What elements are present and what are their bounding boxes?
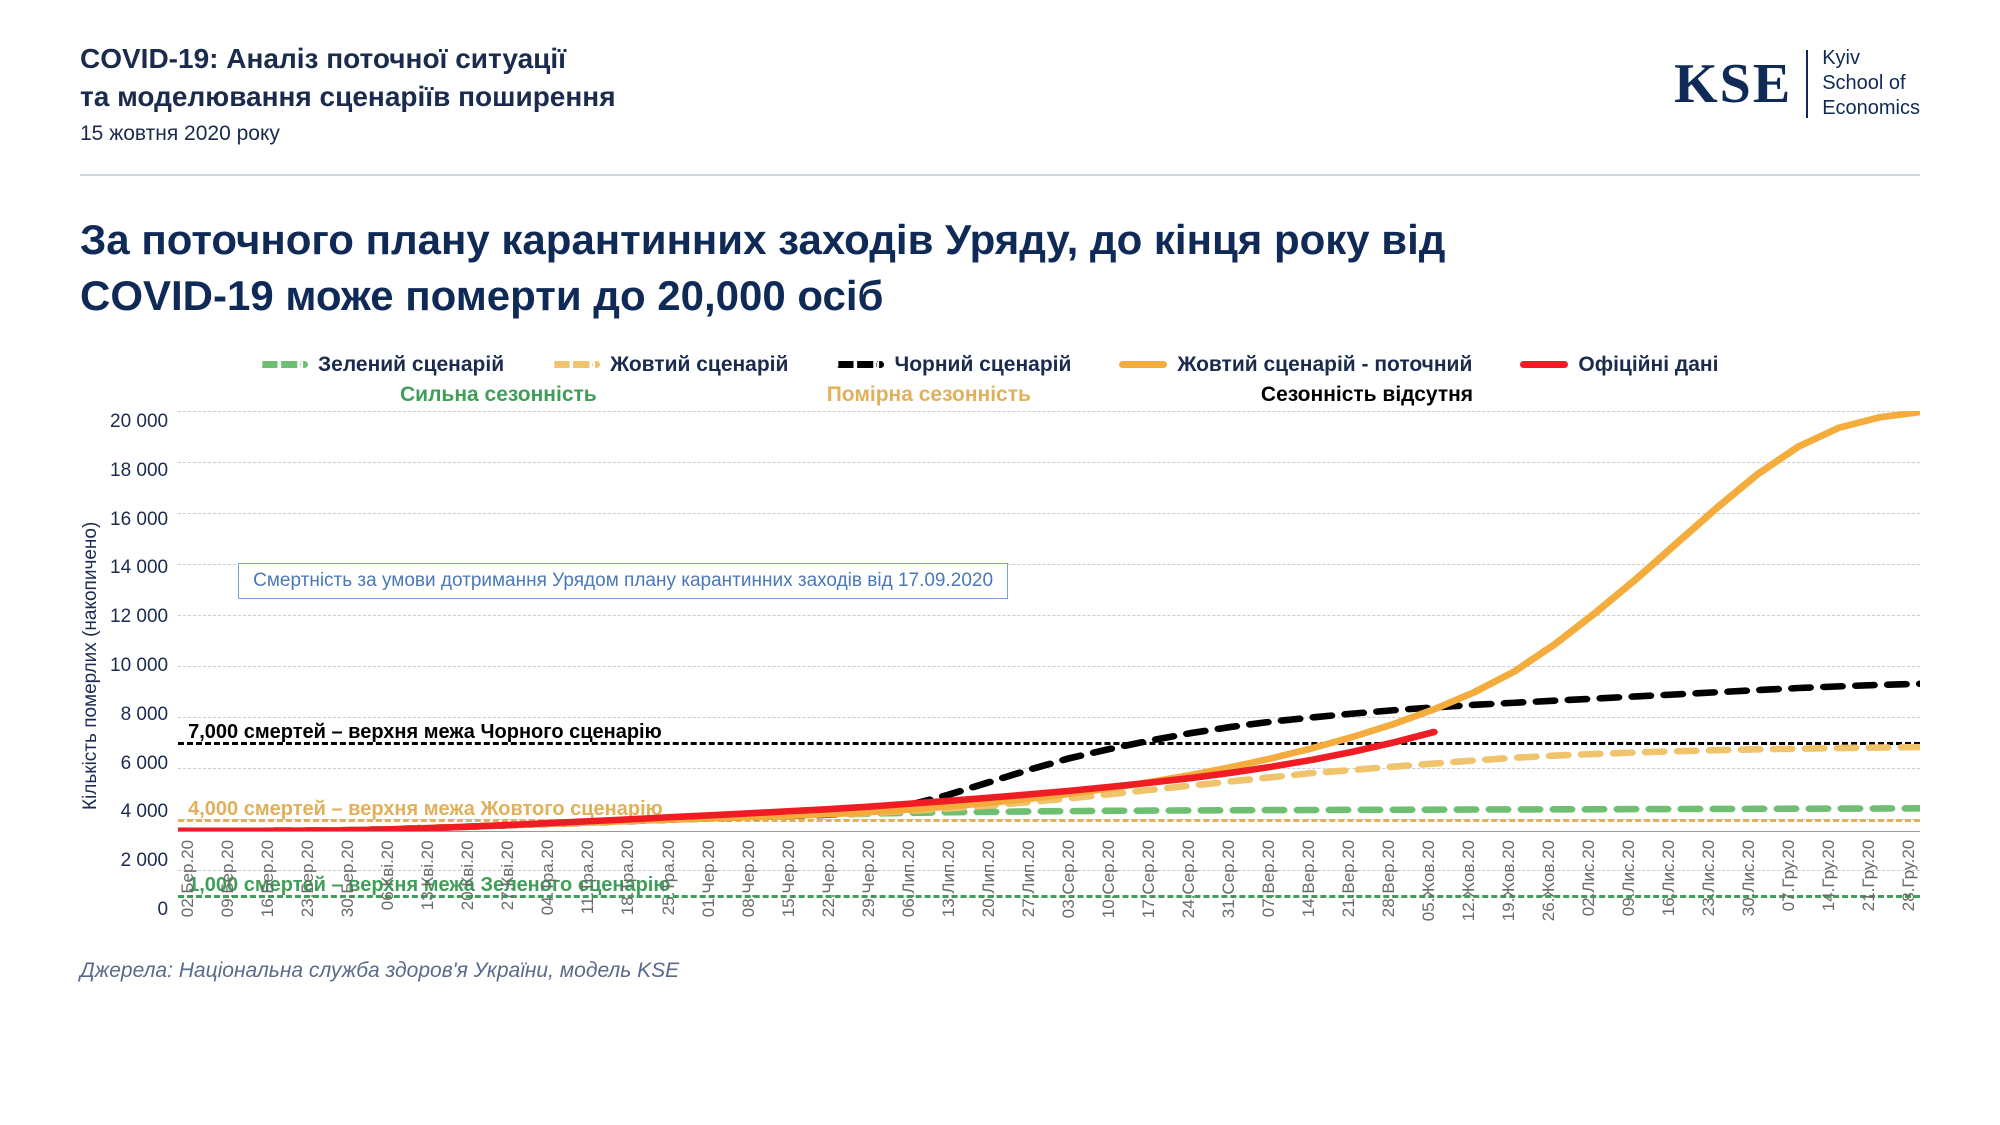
legend-swatch-icon — [836, 361, 884, 368]
series-yellow_dashed — [178, 747, 1920, 831]
x-tick: 10.Сер.20 — [1099, 840, 1119, 921]
legend-swatch-icon — [260, 361, 308, 368]
legend-item: Жовтий сценарій - поточний — [1119, 353, 1472, 377]
legend-label: Жовтий сценарій — [610, 353, 788, 377]
legend-swatch-icon — [1520, 361, 1568, 368]
legend-item: Чорний сценарій — [836, 353, 1071, 377]
logo: KSE Kyiv School of Economics — [1674, 46, 1920, 121]
x-tick: 28.Вер.20 — [1379, 840, 1399, 921]
x-tick: 29.Чер.20 — [859, 840, 879, 921]
x-tick: 21.Гру.20 — [1859, 840, 1879, 921]
y-tick: 4 000 — [110, 801, 168, 823]
header-title-line1: COVID-19: Аналіз поточної ситуації — [80, 40, 616, 78]
legend-label: Зелений сценарій — [318, 353, 504, 377]
y-tick: 18 000 — [110, 460, 168, 482]
y-tick: 6 000 — [110, 753, 168, 775]
x-tick: 02.Лис.20 — [1579, 840, 1599, 921]
x-tick: 14.Вер.20 — [1299, 840, 1319, 921]
y-axis: 20 000 18 000 16 000 14 000 12 000 10 000 8 00… — [110, 411, 178, 921]
x-tick: 13.Кві.20 — [418, 840, 438, 921]
sublegend-item: Сильна сезонність — [400, 383, 597, 407]
legend-swatch-icon — [1119, 361, 1167, 368]
header-left: COVID-19: Аналіз поточної ситуації та мо… — [80, 40, 616, 146]
x-tick: 16.Бер.20 — [258, 840, 278, 921]
y-tick: 14 000 — [110, 557, 168, 579]
x-tick: 07.Гру.20 — [1779, 840, 1799, 921]
x-tick: 30.Бер.20 — [338, 840, 358, 921]
chart-wrapper: Зелений сценарій Жовтий сценарій Чорний сц… — [80, 353, 1920, 921]
series-yellow_current — [178, 412, 1920, 831]
legend-item: Офіційні дані — [1520, 353, 1718, 377]
x-tick: 02.Бер.20 — [178, 840, 198, 921]
logo-text-line2: School of — [1822, 71, 1920, 96]
x-tick: 05.Жов.20 — [1419, 840, 1439, 921]
legend-swatch-icon — [552, 361, 600, 368]
x-tick: 01.Чер.20 — [699, 840, 719, 921]
x-tick: 08.Чер.20 — [739, 840, 759, 921]
chart-lines — [178, 411, 1920, 831]
x-tick: 06.Кві.20 — [378, 840, 398, 921]
sublegend-item: Сезонність відсутня — [1261, 383, 1473, 407]
y-tick: 8 000 — [110, 704, 168, 726]
y-tick: 10 000 — [110, 655, 168, 677]
sublegend-item: Помірна сезонність — [827, 383, 1031, 407]
x-tick: 31.Сер.20 — [1219, 840, 1239, 921]
legend-label: Чорний сценарій — [894, 353, 1071, 377]
logo-text-line1: Kyiv — [1822, 46, 1920, 71]
x-tick: 13.Лип.20 — [939, 840, 959, 921]
x-tick: 06.Лип.20 — [899, 840, 919, 921]
x-tick: 20.Лип.20 — [979, 840, 999, 921]
x-tick: 04.Тра.20 — [538, 840, 558, 921]
legend-label: Жовтий сценарій - поточний — [1177, 353, 1472, 377]
x-tick: 28.Гру.20 — [1899, 840, 1919, 921]
x-tick: 15.Чер.20 — [779, 840, 799, 921]
plot-container: Кількість померлих (накопичено) 20 000 18… — [80, 411, 1920, 921]
logo-text-line3: Economics — [1822, 96, 1920, 121]
sublegend: Сильна сезонність Помірна сезонність Сезон… — [400, 383, 1920, 407]
x-tick: 25.Тра.20 — [659, 840, 679, 921]
logo-text: Kyiv School of Economics — [1822, 46, 1920, 121]
x-tick: 17.Сер.20 — [1139, 840, 1159, 921]
x-tick: 03.Сер.20 — [1059, 840, 1079, 921]
x-tick: 26.Жов.20 — [1539, 840, 1559, 921]
chart-title: За поточного плану карантинних заходів У… — [80, 212, 1580, 325]
x-tick: 18.Тра.20 — [618, 840, 638, 921]
header-title-line2: та моделювання сценаріїв поширення — [80, 78, 616, 116]
y-tick: 16 000 — [110, 509, 168, 531]
y-axis-label: Кількість померлих (накопичено) — [80, 411, 102, 921]
x-tick: 23.Бер.20 — [298, 840, 318, 921]
legend-item: Жовтий сценарій — [552, 353, 788, 377]
x-tick: 27.Кві.20 — [498, 840, 518, 921]
legend: Зелений сценарій Жовтий сценарій Чорний сц… — [260, 353, 1920, 377]
x-tick: 19.Жов.20 — [1499, 840, 1519, 921]
x-tick: 09.Лис.20 — [1619, 840, 1639, 921]
x-tick: 20.Кві.20 — [458, 840, 478, 921]
x-tick: 27.Лип.20 — [1019, 840, 1039, 921]
y-tick: 12 000 — [110, 606, 168, 628]
header-date: 15 жовтня 2020 року — [80, 122, 616, 146]
logo-divider-icon — [1806, 50, 1808, 118]
x-tick: 24.Сер.20 — [1179, 840, 1199, 921]
plot-area: 7,000 смертей – верхня межа Чорного сцен… — [178, 411, 1920, 832]
x-tick: 07.Вер.20 — [1259, 840, 1279, 921]
x-tick: 14.Гру.20 — [1819, 840, 1839, 921]
page-header: COVID-19: Аналіз поточної ситуації та мо… — [80, 40, 1920, 176]
y-tick: 20 000 — [110, 411, 168, 433]
x-tick: 21.Вер.20 — [1339, 840, 1359, 921]
x-tick: 09.Бер.20 — [218, 840, 238, 921]
legend-item: Зелений сценарій — [260, 353, 504, 377]
y-tick: 2 000 — [110, 850, 168, 872]
x-tick: 30.Лис.20 — [1739, 840, 1759, 921]
y-tick: 0 — [110, 899, 168, 921]
source-text: Джерела: Національна служба здоров'я Укр… — [80, 959, 1920, 983]
legend-label: Офіційні дані — [1578, 353, 1718, 377]
logo-mark: KSE — [1674, 52, 1792, 116]
x-tick: 22.Чер.20 — [819, 840, 839, 921]
x-tick: 23.Лис.20 — [1699, 840, 1719, 921]
x-tick: 16.Лис.20 — [1659, 840, 1679, 921]
x-tick: 11.Тра.20 — [578, 840, 598, 921]
x-tick: 12.Жов.20 — [1459, 840, 1479, 921]
